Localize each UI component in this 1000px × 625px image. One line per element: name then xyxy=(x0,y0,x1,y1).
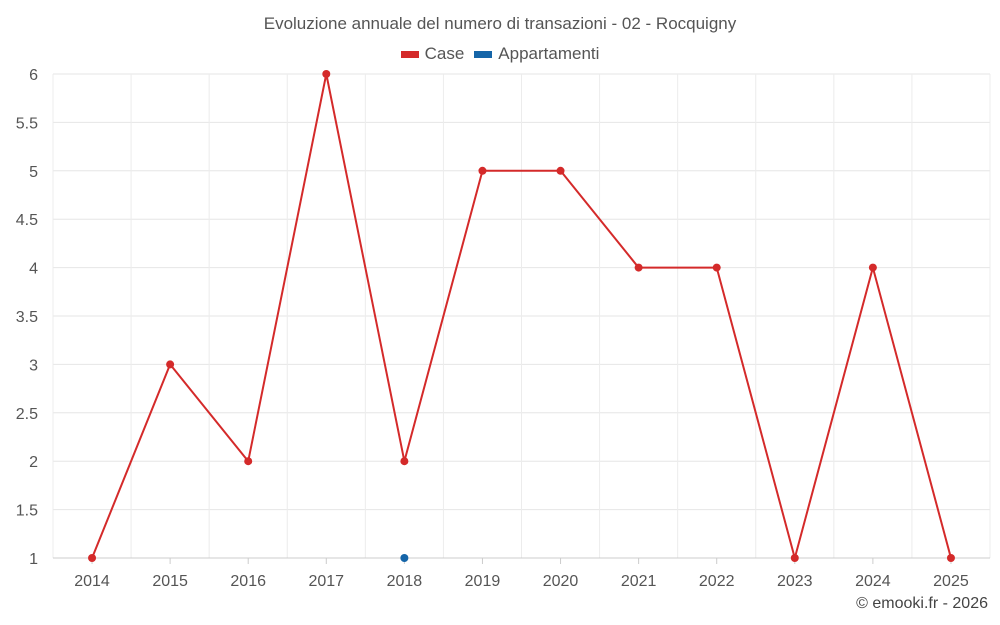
x-tick-label-4: 2018 xyxy=(387,573,423,590)
data-point-case-2020 xyxy=(556,166,565,175)
data-point-case-2019 xyxy=(478,166,487,175)
x-tick-label-3: 2017 xyxy=(308,573,344,590)
data-point-case-2023 xyxy=(790,554,799,562)
y-tick-label-1: 1.5 xyxy=(16,503,38,520)
legend: Case Appartamenti xyxy=(0,44,1000,64)
y-tick-label-8: 5 xyxy=(29,164,38,181)
legend-label-case: Case xyxy=(424,44,465,63)
y-tick-label-0: 1 xyxy=(29,551,38,568)
series-line-case xyxy=(91,73,952,559)
x-tick-label-6: 2020 xyxy=(543,573,579,590)
y-tick-label-10: 6 xyxy=(29,67,38,84)
x-tick-label-10: 2024 xyxy=(855,573,891,590)
data-point-case-2017 xyxy=(322,70,331,78)
y-tick-label-2: 2 xyxy=(29,454,38,471)
data-point-case-2018 xyxy=(400,457,409,466)
data-point-case-2015 xyxy=(166,360,175,369)
x-tick-label-11: 2025 xyxy=(933,573,969,590)
y-tick-label-6: 4 xyxy=(29,261,38,278)
data-point-case-2016 xyxy=(244,457,253,466)
data-point-case-2024 xyxy=(868,263,877,272)
credit-text: © emooki.fr - 2026 xyxy=(856,595,988,612)
legend-label-appartamenti: Appartamenti xyxy=(498,44,600,63)
x-tick-label-5: 2019 xyxy=(465,573,501,590)
legend-item-case[interactable]: Case xyxy=(400,44,465,64)
x-tick-label-8: 2022 xyxy=(699,573,735,590)
data-point-case-2022 xyxy=(712,263,721,272)
x-tick-label-9: 2023 xyxy=(777,573,813,590)
legend-swatch-case xyxy=(400,50,419,58)
y-tick-label-9: 5.5 xyxy=(16,115,38,132)
y-tick-label-7: 4.5 xyxy=(16,212,38,229)
legend-item-appartamenti[interactable]: Appartamenti xyxy=(474,44,599,64)
y-tick-label-4: 3 xyxy=(29,357,38,374)
x-tick-label-1: 2015 xyxy=(152,573,188,590)
data-point-case-2021 xyxy=(634,263,643,272)
data-point-case-2014 xyxy=(88,554,97,562)
y-tick-label-3: 2.5 xyxy=(16,406,38,423)
x-tick-label-2: 2016 xyxy=(230,573,266,590)
y-tick-label-5: 3.5 xyxy=(16,309,38,326)
data-point-appartamenti-2018 xyxy=(400,554,409,562)
x-tick-label-7: 2021 xyxy=(621,573,657,590)
data-point-case-2025 xyxy=(946,554,955,562)
chart-title: Evoluzione annuale del numero di transaz… xyxy=(263,14,737,33)
legend-swatch-appartamenti xyxy=(474,50,493,58)
x-tick-label-0: 2014 xyxy=(74,573,110,590)
